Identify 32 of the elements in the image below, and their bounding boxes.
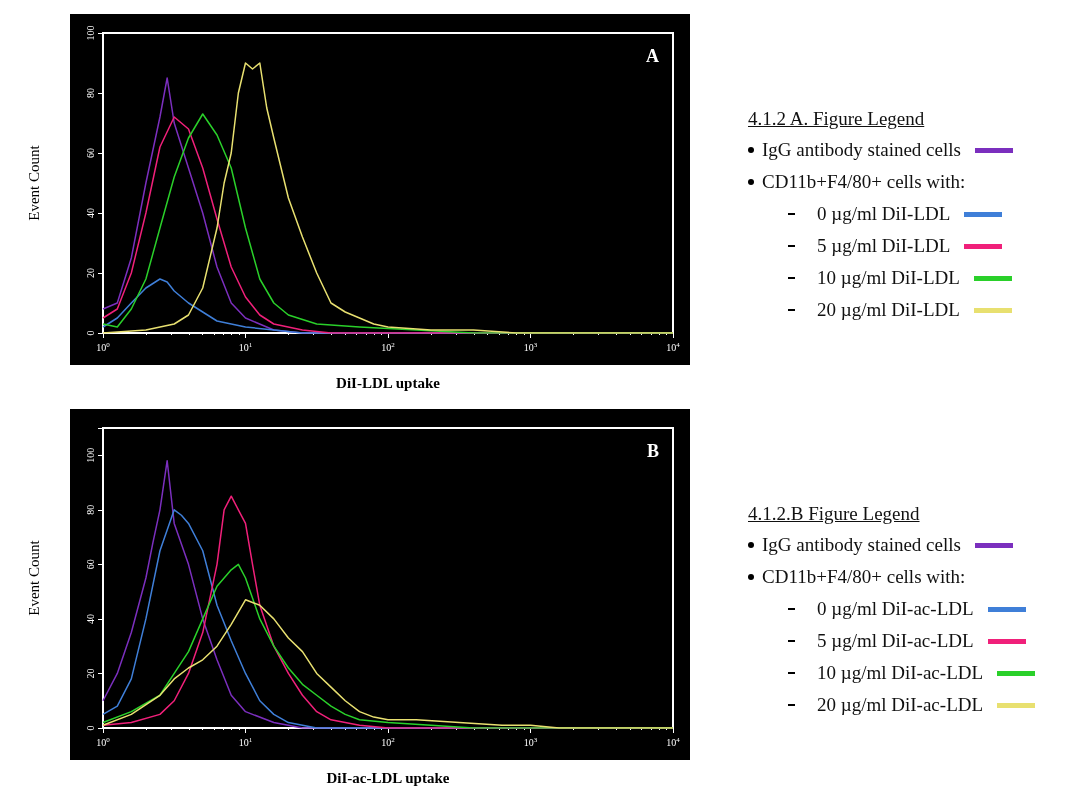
y-tick-label: 20 (84, 268, 96, 278)
y-tick-label: 40 (84, 208, 96, 218)
y-tick-label: 60 (84, 148, 96, 158)
text: IgG antibody stained cells (762, 534, 961, 556)
text: CD11b+F4/80+ cells with: (762, 171, 966, 193)
annotation: A (646, 46, 659, 66)
y-axis-title: Event Count (25, 539, 42, 616)
text: CD11b+F4/80+ cells with: (762, 566, 966, 588)
text: 10 µg/ml DiI-LDL (817, 267, 960, 289)
text: 5 µg/ml DiI-LDL (817, 235, 951, 257)
y-tick-label: 80 (84, 504, 96, 515)
x-axis-title: DiI-LDL uptake (336, 374, 441, 391)
y-tick-label: 40 (84, 613, 96, 624)
legend-title: 4.1.2.B Figure Legend (748, 503, 921, 525)
y-tick-label: 20 (84, 668, 96, 679)
text: 20 µg/ml DiI-ac-LDL (817, 694, 984, 716)
y-tick-label: 60 (84, 559, 96, 570)
annotation: B (646, 441, 660, 461)
y-tick-label: 0 (84, 330, 96, 336)
text: 10 µg/ml DiI-ac-LDL (817, 662, 984, 684)
y-axis-title: Event Count (25, 144, 42, 221)
x-axis-title: DiI-ac-LDL uptake (326, 769, 450, 786)
text: 0 µg/ml DiI-LDL (817, 203, 951, 225)
text: 20 µg/ml DiI-LDL (817, 299, 960, 321)
y-tick-label: 100 (84, 25, 96, 41)
y-tick-label: 100 (84, 447, 96, 463)
text: 5 µg/ml DiI-ac-LDL (817, 630, 974, 652)
y-tick-label: 80 (84, 88, 96, 98)
text: IgG antibody stained cells (762, 139, 961, 161)
text: 0 µg/ml DiI-ac-LDL (817, 598, 974, 620)
legend-title: 4.1.2 A. Figure Legend (748, 108, 926, 130)
y-tick-label: 0 (84, 725, 96, 731)
